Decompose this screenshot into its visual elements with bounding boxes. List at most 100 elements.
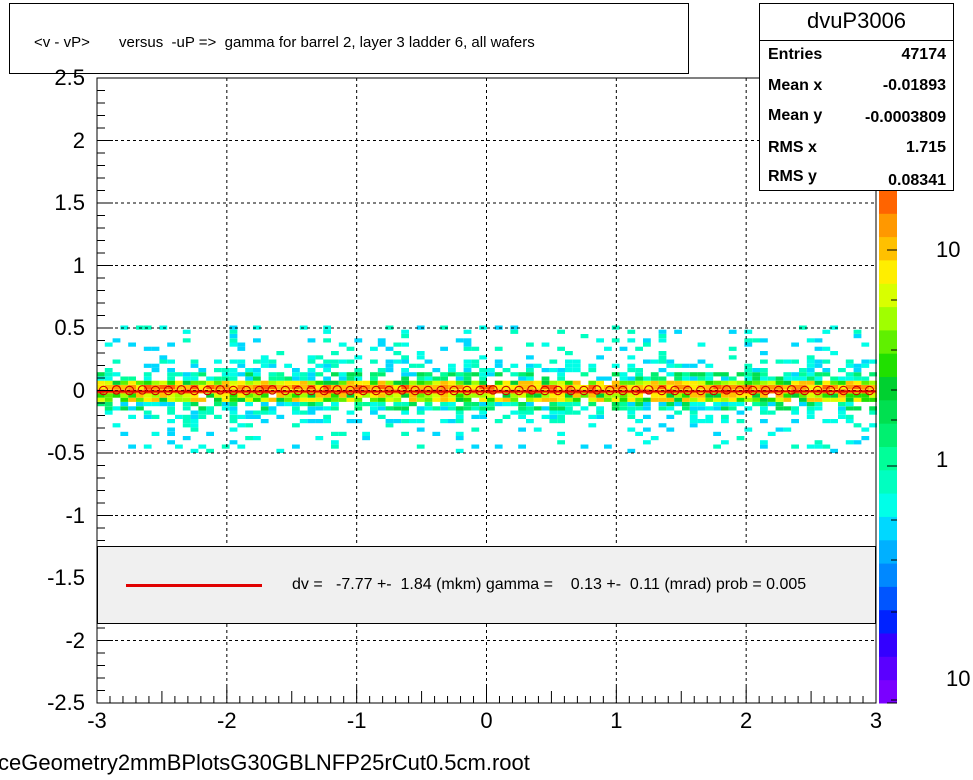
- heatmap-cell: [518, 372, 526, 377]
- heatmap-cell: [393, 351, 402, 356]
- heatmap-cell: [120, 397, 129, 402]
- stats-row-entries: Entries 47174: [768, 46, 946, 66]
- heatmap-cell: [440, 397, 448, 402]
- y-tick-label: 1.5: [54, 190, 85, 215]
- palette-swatch: [879, 306, 897, 331]
- heatmap-cell: [268, 380, 277, 385]
- heatmap-cell: [182, 397, 191, 402]
- heatmap-cell: [104, 397, 113, 402]
- heatmap-cell: [229, 372, 238, 377]
- heatmap-cell: [830, 351, 838, 356]
- heatmap-cell: [190, 380, 199, 385]
- heatmap-cell: [728, 393, 737, 398]
- heatmap-cell: [658, 380, 667, 385]
- heatmap-cell: [767, 376, 776, 381]
- heatmap-cell: [752, 376, 760, 381]
- heatmap-cell: [432, 397, 441, 402]
- heatmap-cell: [533, 393, 542, 398]
- heatmap-cell: [479, 380, 487, 385]
- stats-row-rms-x: RMS x 1.715: [768, 139, 946, 159]
- heatmap-cell: [666, 385, 675, 390]
- heatmap-cell: [713, 397, 721, 402]
- heatmap-cell: [440, 393, 448, 398]
- heatmap-cell: [151, 414, 160, 419]
- heatmap-cell: [424, 376, 433, 381]
- heatmap-cell: [666, 427, 675, 432]
- heatmap-cell: [674, 410, 682, 415]
- heatmap-cell: [237, 342, 246, 347]
- heatmap-cell: [120, 325, 129, 330]
- profile-markers: [96, 385, 877, 396]
- heatmap-cell: [97, 372, 105, 377]
- heatmap-cell: [198, 368, 207, 373]
- stats-key: RMS y: [768, 168, 817, 185]
- heatmap-cell: [619, 380, 628, 385]
- heatmap-cell: [299, 380, 308, 385]
- heatmap-cell: [526, 402, 534, 407]
- heatmap-cell: [284, 363, 292, 368]
- y-tick-label: -0.5: [47, 440, 85, 465]
- heatmap-cell: [814, 397, 823, 402]
- heatmap-cell: [728, 329, 737, 334]
- heatmap-cell: [229, 397, 238, 402]
- heatmap-cell: [533, 427, 542, 432]
- heatmap-cell: [510, 410, 519, 415]
- heatmap-cell: [167, 368, 175, 373]
- heatmap-cell: [245, 393, 253, 398]
- heatmap-cell: [744, 393, 753, 398]
- heatmap-cell: [143, 414, 152, 419]
- heatmap-cell: [440, 346, 448, 351]
- heatmap-cell: [315, 406, 324, 411]
- heatmap-cell: [440, 419, 448, 424]
- heatmap-cell: [760, 410, 768, 415]
- heatmap-cell: [253, 359, 261, 364]
- heatmap-cell: [159, 385, 168, 390]
- heatmap-cell: [814, 372, 823, 377]
- heatmap-cell: [190, 402, 199, 407]
- heatmap-cell: [151, 385, 160, 390]
- heatmap-cell: [112, 406, 121, 411]
- heatmap-cell: [487, 385, 495, 390]
- heatmap-cell: [237, 385, 246, 390]
- heatmap-cell: [198, 380, 207, 385]
- heatmap-cell: [627, 393, 636, 398]
- heatmap-cell: [494, 363, 503, 368]
- heatmap-cell: [557, 329, 565, 334]
- profile-marker: [721, 385, 732, 395]
- heatmap-cell: [346, 359, 355, 364]
- heatmap-cell: [487, 393, 495, 398]
- heatmap-cell: [362, 431, 370, 436]
- heatmap-cell: [346, 419, 355, 424]
- heatmap-cell: [190, 363, 199, 368]
- heatmap-cell: [627, 329, 636, 334]
- heatmap-cell: [299, 393, 308, 398]
- heatmap-cell: [276, 393, 285, 398]
- heatmap-cell: [338, 393, 347, 398]
- heatmap-cell: [307, 368, 316, 373]
- heatmap-cell: [650, 380, 659, 385]
- heatmap-cell: [471, 346, 480, 351]
- heatmap-cell: [861, 427, 870, 432]
- heatmap-cell: [104, 402, 113, 407]
- heatmap-cell: [463, 346, 472, 351]
- heatmap-cell: [861, 436, 870, 441]
- heatmap-cell: [198, 414, 207, 419]
- heatmap-cell: [190, 372, 199, 377]
- heatmap-cell: [198, 410, 207, 415]
- heatmap-cell: [744, 363, 753, 368]
- heatmap-cell: [315, 393, 324, 398]
- heatmap-cell: [541, 368, 550, 373]
- heatmap-cell: [401, 393, 409, 398]
- heatmap-cell: [206, 431, 214, 436]
- heatmap-cell: [674, 372, 682, 377]
- heatmap-cell: [658, 334, 667, 339]
- heatmap-cell: [448, 393, 456, 398]
- stats-key: Entries: [768, 46, 823, 63]
- heatmap-cell: [104, 406, 113, 411]
- heatmap-cell: [611, 393, 620, 398]
- heatmap-cell: [713, 444, 721, 449]
- heatmap-cell: [822, 329, 831, 334]
- heatmap-cell: [377, 342, 386, 347]
- fit-result-text: dv = -7.77 +- 1.84 (mkm) gamma = 0.13 +-…: [292, 576, 807, 593]
- heatmap-cell: [315, 372, 324, 377]
